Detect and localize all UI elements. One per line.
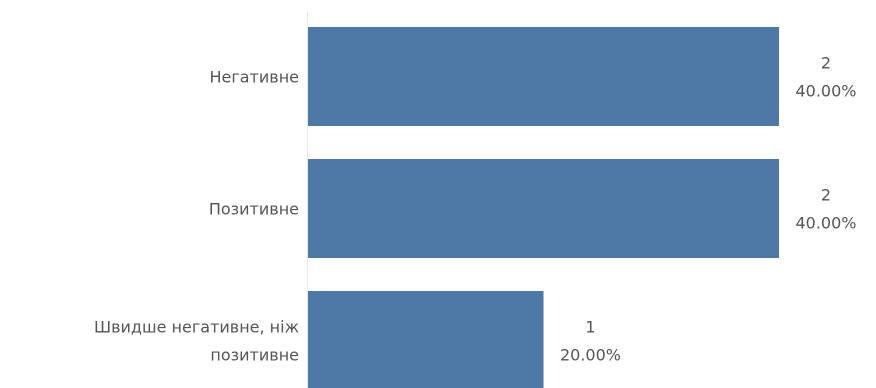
category-label-1: Позитивне xyxy=(209,200,299,219)
bar-2[interactable] xyxy=(308,291,544,388)
category-label-line: Негативне xyxy=(209,68,299,87)
value-count-label-2: 1 xyxy=(585,318,595,337)
value-count-label-0: 2 xyxy=(821,54,831,73)
bar-1[interactable] xyxy=(308,159,779,258)
category-label-line: позитивне xyxy=(210,346,299,365)
category-label-line: Швидше негативне, ніж xyxy=(94,318,299,337)
category-label-line: Позитивне xyxy=(209,200,299,219)
bar-0[interactable] xyxy=(308,27,779,126)
value-percent-label-0: 40.00% xyxy=(795,82,856,101)
category-label-0: Негативне xyxy=(209,68,299,87)
value-percent-label-1: 40.00% xyxy=(795,214,856,233)
value-percent-label-2: 20.00% xyxy=(560,346,621,365)
category-label-2: Швидше негативне, ніж позитивне xyxy=(94,318,299,365)
value-count-label-1: 2 xyxy=(821,186,831,205)
